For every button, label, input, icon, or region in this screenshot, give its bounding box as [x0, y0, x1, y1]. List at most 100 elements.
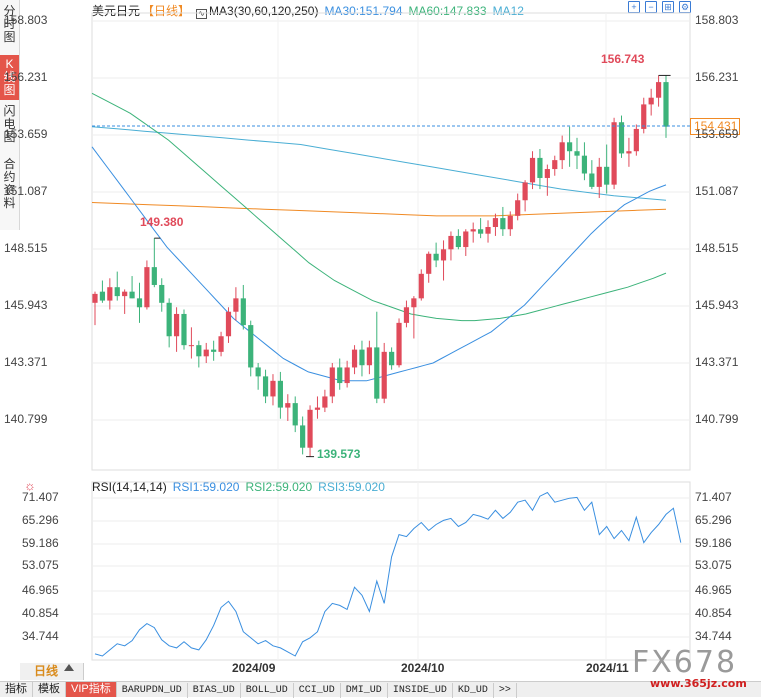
candle-body	[663, 82, 669, 127]
indicator-tab[interactable]: 模板	[33, 682, 66, 697]
sidebar-tab-3[interactable]: 合约资料	[3, 157, 16, 210]
rsi-panel-frame	[91, 481, 691, 661]
price-axis-label: 153.659	[695, 127, 739, 141]
indicator-tab[interactable]: BIAS_UD	[188, 683, 241, 698]
candle-body	[292, 403, 298, 426]
candle-body	[314, 407, 321, 410]
candle-body	[611, 122, 617, 185]
ma250-line	[91, 202, 667, 217]
candle-body	[351, 349, 358, 368]
candle-body	[270, 380, 276, 397]
candle-body	[470, 229, 476, 232]
candle-body	[374, 347, 380, 399]
candle-body	[544, 169, 550, 178]
rsi2-value: RSI2:59.020	[245, 480, 313, 494]
candle-body	[418, 273, 424, 299]
ma120-line	[91, 126, 667, 201]
period-arrow-icon[interactable]	[64, 664, 74, 671]
price-axis-label: 145.943	[4, 298, 48, 312]
candle-body	[300, 425, 306, 448]
sidebar-tab-0[interactable]: 分时图	[3, 4, 16, 44]
rsi-axis-label: 59.186	[695, 536, 732, 550]
candle-body	[507, 215, 513, 230]
candle-body	[151, 267, 157, 285]
candle-body	[389, 351, 395, 366]
candle-body	[329, 367, 335, 397]
price-axis-label: 148.515	[695, 241, 739, 255]
rsi-axis-label: 53.075	[695, 558, 732, 572]
candle-body	[307, 409, 313, 448]
candle-body	[433, 253, 439, 261]
candle-body	[500, 218, 506, 230]
indicator-tab[interactable]: BARUPDN_UD	[117, 683, 188, 698]
rsi-axis-label: 34.744	[695, 629, 732, 643]
indicator-tab[interactable]: >>	[494, 683, 517, 698]
candle-body	[403, 307, 410, 323]
candle-body	[144, 267, 150, 308]
candle-body	[448, 235, 454, 250]
rsi-settings-icon[interactable]: ☼	[24, 478, 36, 493]
candle-body	[196, 345, 202, 357]
price-axis-label: 140.799	[4, 412, 48, 426]
candle-body	[559, 142, 565, 161]
price-axis-label: 151.087	[695, 184, 739, 198]
candle-body	[626, 151, 632, 154]
candle-body	[618, 122, 625, 154]
period-label[interactable]: 【日线】	[142, 4, 191, 18]
watermark-logo: FX678	[632, 645, 738, 680]
candle-body	[633, 128, 639, 152]
candle-body	[344, 367, 350, 384]
rsi3-value: RSI3:59.020	[318, 480, 385, 494]
indicator-tab-bar: 指标 模板 VIP指标 BARUPDN_UD BIAS_UD BOLL_UD CCI_UD D…	[0, 681, 761, 698]
ma12-value: MA12	[492, 4, 524, 18]
candle-body	[211, 349, 217, 352]
watermark-url: www.365jz.com	[650, 677, 747, 690]
ma30-line	[91, 146, 667, 382]
candle-body	[277, 380, 283, 408]
rsi-axis-label: 40.854	[695, 606, 732, 620]
time-axis-label: 2024/10	[401, 661, 445, 675]
rsi-axis-label: 40.854	[22, 606, 59, 620]
candle-body	[129, 291, 135, 299]
candle-body	[478, 229, 484, 234]
candle-body	[262, 376, 269, 397]
period-button[interactable]: 日线	[20, 663, 84, 680]
candle-body	[522, 182, 528, 201]
indicator-tab[interactable]: DMI_UD	[341, 683, 388, 698]
candle-body	[655, 82, 662, 98]
candle-body	[114, 287, 120, 297]
price-axis-label: 143.371	[4, 355, 48, 369]
rsi-axis-label: 65.296	[695, 513, 732, 527]
candle-body	[218, 336, 224, 352]
candle-body	[322, 396, 328, 408]
candle-body	[122, 291, 128, 297]
candle-body	[337, 367, 343, 384]
rsi-line	[94, 491, 682, 657]
indicator-tab[interactable]: BOLL_UD	[241, 683, 294, 698]
candle-body	[255, 367, 261, 377]
indicator-tab[interactable]: CCI_UD	[294, 683, 341, 698]
rsi-axis-label: 34.744	[22, 629, 59, 643]
candle-body	[529, 157, 536, 183]
candle-body	[173, 313, 180, 337]
candle-body	[604, 166, 610, 185]
candle-body	[359, 349, 365, 366]
current-price-tag: 154.431	[690, 118, 740, 135]
indicator-tab[interactable]: 指标	[0, 682, 33, 697]
indicator-tab[interactable]: INSIDE_UD	[388, 683, 453, 698]
indicator-tab[interactable]: KD_UD	[453, 683, 494, 698]
symbol-name: 美元日元	[92, 4, 141, 18]
candle-body	[426, 253, 432, 274]
price-axis-label: 153.659	[4, 127, 48, 141]
main-panel-frame	[91, 12, 691, 471]
rsi-axis-label: 53.075	[22, 558, 59, 572]
price-axis-label: 140.799	[695, 412, 739, 426]
candle-body	[440, 249, 447, 261]
candle-body	[485, 227, 491, 234]
low-price-label: 139.573	[317, 447, 361, 461]
indicator-tab[interactable]: VIP指标	[66, 682, 117, 697]
sidebar-tab-2[interactable]: 闪电图	[3, 104, 16, 144]
candle-body	[225, 311, 232, 337]
